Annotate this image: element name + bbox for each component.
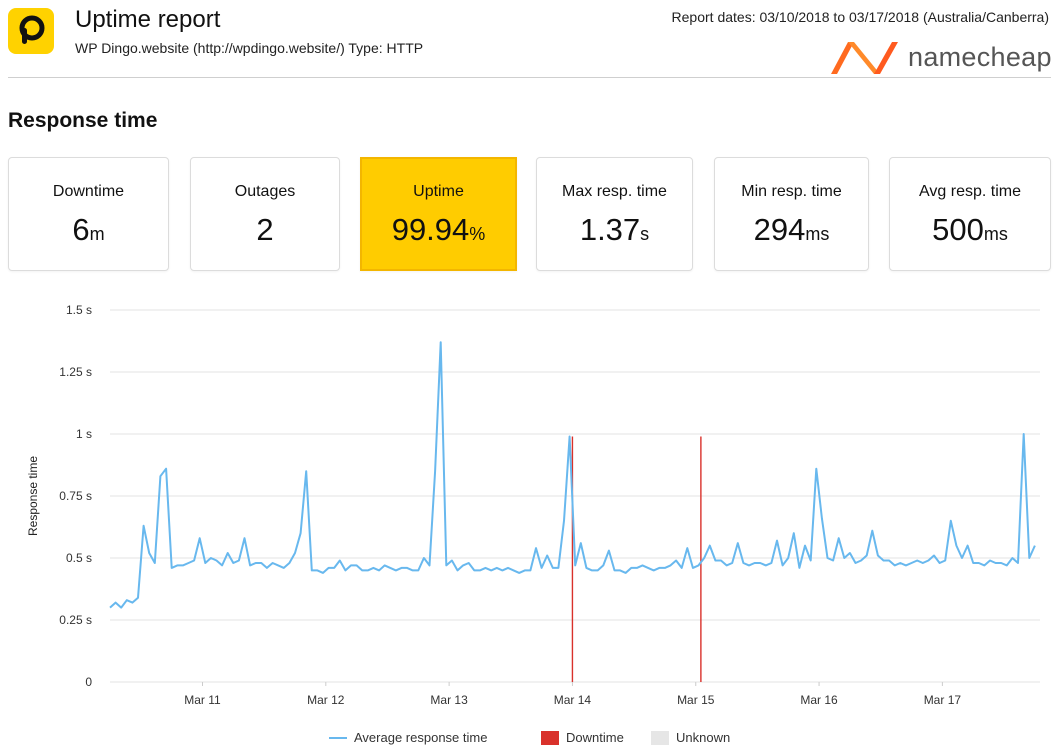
stat-label: Max resp. time (562, 183, 667, 200)
legend-downtime-swatch (541, 730, 559, 745)
stat-label: Downtime (52, 183, 125, 200)
legend-line-swatch (329, 736, 347, 739)
header-divider (8, 77, 1051, 78)
section-title: Response time (8, 109, 158, 132)
report-subtitle: WP Dingo.website (http://wpdingo.website… (75, 40, 424, 56)
app-logo-icon (19, 15, 45, 44)
legend-item-downtime[interactable]: Downtime (541, 730, 624, 745)
legend-item-unknown[interactable]: Unknown (651, 730, 730, 745)
y-tick-label: 1 s (76, 427, 92, 441)
x-tick-label: Mar 17 (924, 693, 962, 707)
x-tick-label: Mar 12 (307, 693, 345, 707)
y-tick-label: 1.25 s (59, 365, 92, 379)
brand-name: namecheap (908, 42, 1052, 72)
stat-value: 2 (256, 212, 274, 247)
app-logo (8, 8, 54, 54)
y-tick-label: 0.25 s (59, 613, 92, 627)
namecheap-n-icon (831, 42, 898, 74)
report-dates: Report dates: 03/10/2018 to 03/17/2018 (… (671, 9, 1049, 25)
y-axis-label: Response time (26, 456, 40, 536)
legend-label: Unknown (676, 730, 731, 745)
legend-unknown-swatch (651, 730, 669, 745)
stat-value: 294ms (753, 212, 830, 247)
y-tick-label: 0 (85, 675, 92, 689)
stat-label: Outages (234, 183, 296, 200)
brand-logo[interactable]: namecheap (828, 36, 1052, 78)
y-tick-label: 0.75 s (59, 489, 92, 503)
stat-card-outages: Outages 2 (190, 157, 340, 271)
x-tick-label: Mar 16 (800, 693, 838, 707)
stat-value: 99.94% (391, 212, 486, 247)
stat-card-uptime: Uptime 99.94% (360, 157, 517, 271)
stat-card-avg-resp: Avg resp. time 500ms (889, 157, 1051, 271)
stat-card-max-resp: Max resp. time 1.37s (536, 157, 693, 271)
response-time-chart: 0 0.25 s 0.5 s 0.75 s 1 s 1.25 s 1.5 s Response… (26, 303, 1040, 707)
stat-value: 6m (72, 212, 105, 247)
x-tick-label: Mar 11 (184, 693, 221, 707)
x-tick-label: Mar 14 (554, 693, 592, 707)
stat-value: 1.37s (579, 212, 650, 247)
stat-label: Uptime (413, 183, 464, 200)
legend-item-avg[interactable]: Average response time (329, 730, 487, 745)
stat-label: Avg resp. time (919, 183, 1021, 200)
y-tick-label: 0.5 s (66, 551, 92, 565)
legend-label: Average response time (354, 730, 488, 745)
stat-label: Min resp. time (741, 183, 842, 200)
x-tick-label: Mar 13 (430, 693, 468, 707)
stat-value: 500ms (932, 212, 1008, 247)
report-title: Uptime report (75, 6, 221, 33)
series-line-average-response-time (109, 341, 1036, 609)
x-tick-label: Mar 15 (677, 693, 715, 707)
stat-card-downtime: Downtime 6m (8, 157, 169, 271)
stat-card-min-resp: Min resp. time 294ms (714, 157, 869, 271)
legend-label: Downtime (566, 730, 624, 745)
y-tick-label: 1.5 s (66, 303, 92, 317)
